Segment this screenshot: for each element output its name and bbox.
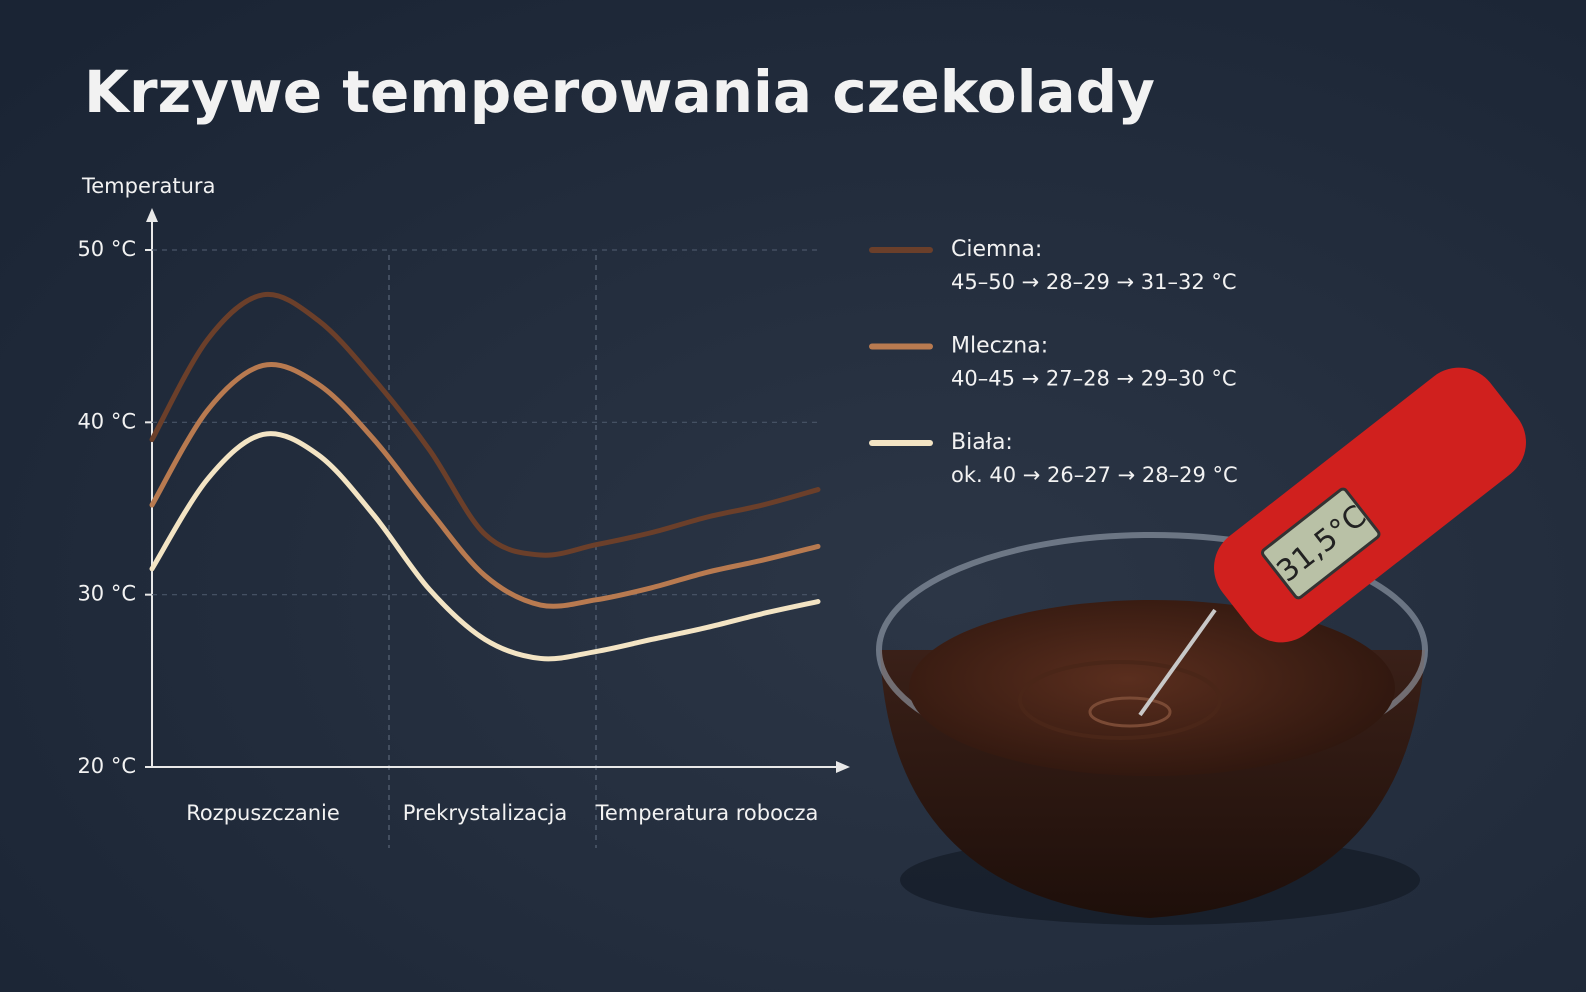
chart-title: Krzywe temperowania czekolady [84,58,1155,126]
legend-label: Biała: [951,430,1013,455]
x-tick-label: Rozpuszczanie [186,801,340,825]
swirl [1018,660,1222,740]
thermometer: 31,5°C [1214,367,1526,643]
x-tick-label: Temperatura robocza [595,801,819,825]
y-tick-label: 20 °C [77,754,136,778]
y-tick-label: 30 °C [77,582,136,606]
legend-description: 40–45 → 27–28 → 29–30 °C [951,367,1237,391]
bowl-illustration: 31,5°C [876,367,1526,925]
display [1261,487,1381,600]
phase-dividers [388,255,597,848]
y-arrow [146,208,158,222]
legend-label: Mleczna: [951,334,1048,359]
y-tick-label: 40 °C [77,409,136,433]
axes [146,208,850,773]
legend-description: 45–50 → 28–29 → 31–32 °C [951,270,1237,294]
chocolate [909,600,1395,776]
line [149,362,821,609]
x-arrow [836,761,850,773]
probe [1138,608,1217,717]
y-axis-label: Temperatura [81,174,215,198]
line [149,431,821,662]
legend-label: Ciemna: [951,237,1042,262]
legend-description: ok. 40 → 26–27 → 28–29 °C [951,463,1238,487]
x-tick-label: Prekrystalizacja [403,801,567,825]
line [149,291,821,558]
y-tick-label: 50 °C [77,237,136,261]
swirl [1088,696,1172,728]
